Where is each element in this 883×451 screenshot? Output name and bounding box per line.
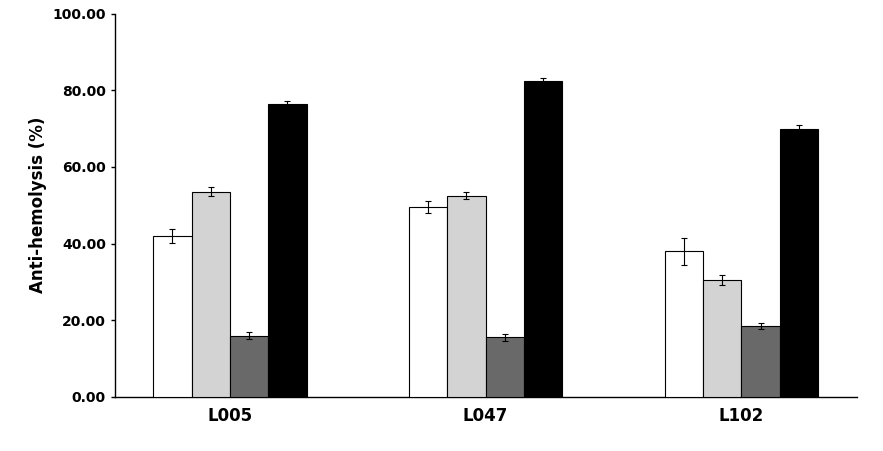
Bar — [448, 196, 486, 397]
Bar — [268, 104, 306, 397]
Bar — [665, 251, 703, 397]
Bar — [780, 129, 819, 397]
Bar — [409, 207, 448, 397]
Bar — [153, 236, 192, 397]
Bar — [524, 81, 562, 397]
Y-axis label: Anti-hemolysis (%): Anti-hemolysis (%) — [29, 117, 47, 294]
Bar — [486, 337, 524, 397]
Bar — [192, 192, 230, 397]
Bar — [742, 326, 780, 397]
Bar — [703, 280, 742, 397]
Bar — [230, 336, 268, 397]
